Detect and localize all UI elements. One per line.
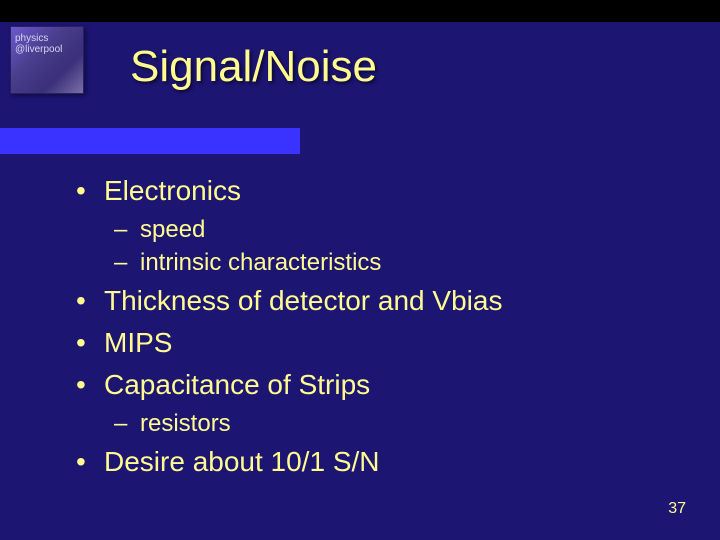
top-black-bar: [0, 0, 720, 22]
slide-title: Signal/Noise: [130, 42, 377, 92]
liverpool-physics-logo: [10, 26, 84, 94]
bullet-level1: Desire about 10/1 S/N: [76, 443, 680, 481]
slide-body: Electronics speed intrinsic characterist…: [76, 168, 680, 485]
page-number: 37: [668, 500, 686, 518]
title-underline-bar: [0, 128, 300, 154]
bullet-level2: resistors: [132, 408, 680, 439]
bullet-level1: Electronics: [76, 172, 680, 210]
slide: Signal/Noise Electronics speed intrinsic…: [0, 0, 720, 540]
bullet-level2: intrinsic characteristics: [132, 247, 680, 278]
bullet-level1: Thickness of detector and Vbias: [76, 282, 680, 320]
bullet-level1: Capacitance of Strips: [76, 366, 680, 404]
bullet-level1: MIPS: [76, 324, 680, 362]
bullet-level2: speed: [132, 214, 680, 245]
